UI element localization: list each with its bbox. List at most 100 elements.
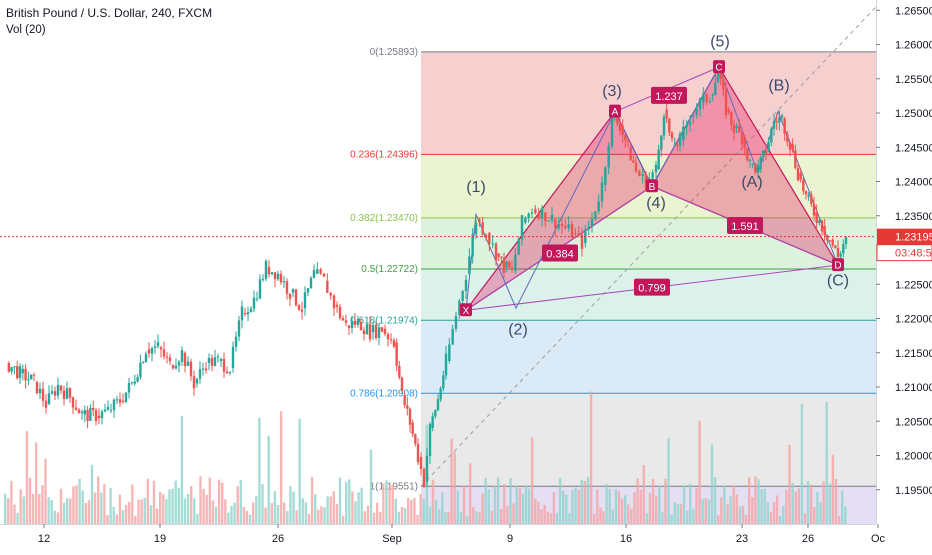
volume-bar (676, 504, 680, 524)
candle-body (109, 410, 113, 412)
candle-body (544, 212, 547, 222)
candle-body (823, 226, 826, 236)
volume-bar (137, 499, 140, 524)
volume-bar (555, 512, 559, 524)
volume-bar (416, 514, 419, 524)
candle-body (474, 222, 478, 235)
volume-bar (620, 498, 624, 524)
candle-body (685, 125, 688, 127)
candle-body (844, 237, 848, 245)
volume-bar (549, 513, 552, 524)
volume-bar (118, 494, 122, 524)
volume-bar (754, 476, 757, 524)
candle-body (567, 224, 570, 229)
volume-bar (438, 509, 441, 524)
candle-body (291, 289, 295, 293)
countdown-box (876, 244, 932, 262)
volume-bar (562, 490, 565, 524)
price-tick-label: 1.24000 (895, 177, 932, 189)
volume-bar (447, 512, 450, 524)
candle-body (692, 115, 695, 117)
volume-bar (658, 485, 661, 524)
volume-bar (10, 480, 13, 524)
volume-bar (72, 486, 75, 524)
volume-bar (469, 463, 472, 524)
candle-body (842, 244, 845, 254)
candle-body (329, 292, 332, 296)
volume-bar (589, 391, 593, 524)
volume-bar (252, 502, 255, 524)
candle-body (319, 269, 322, 274)
candle-body (380, 327, 384, 332)
volume-bar (103, 484, 106, 524)
candle-body (743, 136, 746, 149)
volume-bar (317, 509, 320, 524)
candle-body (186, 361, 190, 367)
volume-bar (50, 499, 53, 524)
candle-body (419, 456, 423, 469)
volume-bar (255, 496, 258, 524)
volume-bar (155, 508, 159, 524)
volume-bar (803, 513, 807, 524)
candle-body (428, 423, 432, 457)
candle-body (288, 293, 292, 299)
candle-body (708, 100, 712, 102)
candle-body (371, 324, 375, 333)
time-tick-label: 12 (38, 533, 50, 545)
candle-body (94, 410, 98, 422)
volume-indicator-label[interactable]: Vol (20) (6, 24, 46, 36)
candle-body (189, 361, 193, 377)
candle-body (332, 295, 336, 309)
volume-bar (661, 512, 664, 524)
fib-level-label: 0.618(1.21974) (350, 315, 418, 326)
candle-body (416, 443, 420, 463)
volume-bar (205, 494, 208, 524)
volume-bar (791, 482, 794, 524)
volume-bar (19, 489, 22, 524)
candle-body (168, 357, 172, 362)
candle-body (772, 121, 776, 129)
volume-bar (828, 483, 831, 524)
volume-bar (462, 486, 466, 524)
volume-bar (546, 511, 549, 524)
candle-body (711, 94, 714, 96)
volume-bar (301, 498, 304, 524)
volume-bar (279, 411, 283, 524)
candle-body (201, 368, 205, 370)
volume-bar (813, 506, 816, 524)
candle-body (754, 163, 757, 173)
candle-body (478, 219, 481, 223)
volume-bar (242, 507, 246, 524)
candle-body (756, 164, 760, 173)
volume-bar (670, 515, 673, 524)
volume-bar (236, 486, 239, 524)
elliott-wave-label: (2) (508, 321, 528, 338)
candle-body (115, 399, 119, 401)
volume-bar (710, 444, 714, 524)
candle-body (252, 297, 256, 309)
candle-body (103, 409, 107, 412)
volume-bar (208, 477, 211, 524)
harmonic-point-b: B (646, 179, 658, 193)
volume-bar (701, 499, 704, 524)
volume-bar (407, 497, 410, 524)
volume-bar (692, 508, 695, 524)
candle-body (65, 388, 69, 399)
candle-body (279, 273, 283, 283)
volume-bar (354, 501, 357, 524)
candle-body (730, 111, 733, 125)
volume-bar (190, 485, 193, 524)
volume-bar (270, 503, 273, 524)
time-tick-label: 9 (507, 533, 513, 545)
volume-bar (825, 402, 828, 524)
volume-bar (630, 508, 633, 524)
volume-bar (558, 477, 562, 524)
candle-body (682, 126, 685, 141)
volume-bar (500, 508, 503, 524)
volume-bar (66, 498, 69, 524)
candle-body (604, 167, 607, 185)
candle-body (38, 388, 42, 394)
elliott-wave-label: (4) (646, 195, 666, 212)
volume-bar (363, 511, 366, 524)
